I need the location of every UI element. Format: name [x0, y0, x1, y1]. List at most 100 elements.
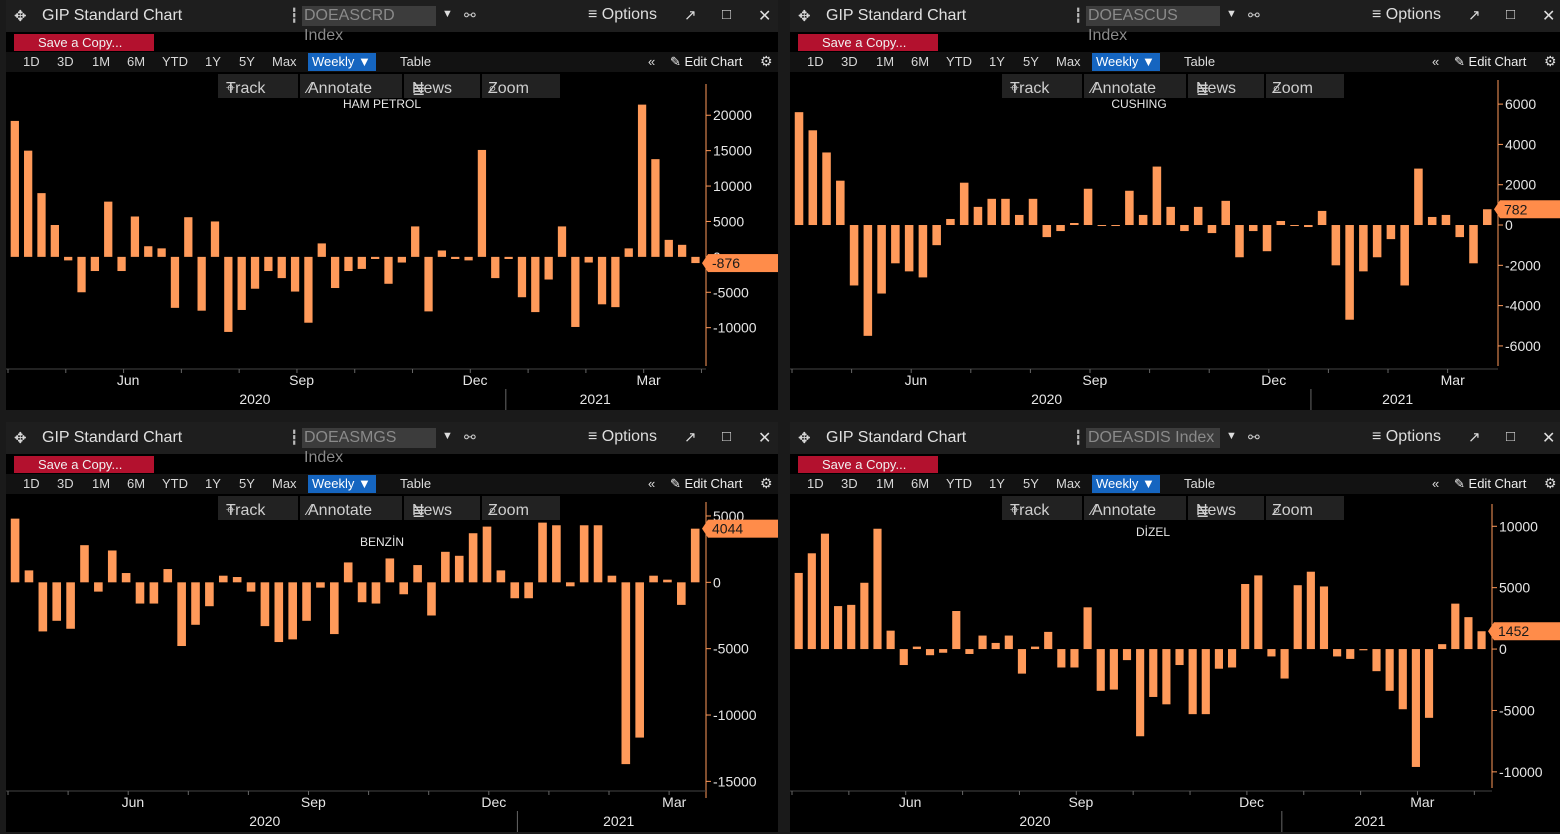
- close-icon[interactable]: ✕: [758, 8, 772, 25]
- dropdown-icon[interactable]: ▼: [1226, 8, 1237, 20]
- save-copy-button[interactable]: Save a Copy...: [14, 34, 154, 51]
- collapse-icon[interactable]: «: [1432, 476, 1440, 491]
- period-3d-button[interactable]: 3D: [57, 476, 74, 491]
- period-ytd-button[interactable]: YTD: [946, 476, 972, 491]
- period-6m-button[interactable]: 6M: [911, 54, 930, 69]
- dropdown-icon[interactable]: ▼: [442, 430, 453, 442]
- grip-icon[interactable]: ┇: [290, 429, 299, 445]
- bar: [1083, 188, 1093, 226]
- maximize-icon[interactable]: □: [1506, 6, 1516, 23]
- collapse-icon[interactable]: «: [648, 54, 656, 69]
- table-button[interactable]: Table: [400, 476, 432, 491]
- period-ytd-button[interactable]: YTD: [162, 54, 188, 69]
- frequency-dropdown[interactable]: Weekly ▼: [1092, 475, 1160, 493]
- ticker-input[interactable]: DOEASCUS Index: [1086, 6, 1220, 44]
- ticker-input[interactable]: DOEASMGS Index: [302, 428, 436, 466]
- maximize-icon[interactable]: □: [722, 6, 732, 23]
- table-button[interactable]: Table: [1184, 476, 1216, 491]
- period-6m-button[interactable]: 6M: [127, 476, 146, 491]
- table-button[interactable]: Table: [1184, 54, 1216, 69]
- period-1m-button[interactable]: 1M: [876, 54, 895, 69]
- collapse-icon[interactable]: «: [648, 476, 656, 491]
- period-max-button[interactable]: Max: [1056, 54, 1081, 69]
- dropdown-icon[interactable]: ▼: [1226, 430, 1237, 442]
- save-copy-button[interactable]: Save a Copy...: [14, 456, 154, 473]
- period-1y-button[interactable]: 1Y: [205, 476, 221, 491]
- popout-icon[interactable]: ↗: [684, 7, 697, 24]
- gear-icon[interactable]: ⚙: [760, 475, 773, 491]
- period-5y-button[interactable]: 5Y: [239, 476, 255, 491]
- popout-icon[interactable]: ↗: [684, 429, 697, 446]
- period-6m-button[interactable]: 6M: [127, 54, 146, 69]
- period-1d-button[interactable]: 1D: [807, 54, 824, 69]
- gear-icon[interactable]: ⚙: [1544, 475, 1557, 491]
- ticker-input[interactable]: DOEASDIS Index: [1086, 428, 1220, 448]
- options-menu[interactable]: ≡ Options: [1372, 428, 1441, 446]
- popout-icon[interactable]: ↗: [1468, 429, 1481, 446]
- period-max-button[interactable]: Max: [272, 54, 297, 69]
- save-copy-button[interactable]: Save a Copy...: [798, 456, 938, 473]
- move-icon[interactable]: ✥: [14, 8, 27, 25]
- options-menu[interactable]: ≡ Options: [1372, 6, 1441, 24]
- period-3d-button[interactable]: 3D: [841, 476, 858, 491]
- window-titlebar[interactable]: ✥ GIP Standard Chart ┇ DOEASDIS Index ▼ …: [790, 422, 1560, 454]
- period-1d-button[interactable]: 1D: [23, 54, 40, 69]
- period-ytd-button[interactable]: YTD: [162, 476, 188, 491]
- period-1m-button[interactable]: 1M: [92, 476, 111, 491]
- grip-icon[interactable]: ┇: [1074, 7, 1083, 23]
- period-5y-button[interactable]: 5Y: [239, 54, 255, 69]
- move-icon[interactable]: ✥: [798, 430, 811, 447]
- period-6m-button[interactable]: 6M: [911, 476, 930, 491]
- save-copy-button[interactable]: Save a Copy...: [798, 34, 938, 51]
- close-icon[interactable]: ✕: [1542, 8, 1556, 25]
- link-icon[interactable]: ⚯: [1248, 7, 1260, 23]
- bar: [1083, 607, 1092, 650]
- options-menu[interactable]: ≡ Options: [588, 6, 657, 24]
- link-icon[interactable]: ⚯: [464, 429, 476, 445]
- close-icon[interactable]: ✕: [1542, 430, 1556, 447]
- period-1m-button[interactable]: 1M: [92, 54, 111, 69]
- period-max-button[interactable]: Max: [1056, 476, 1081, 491]
- frequency-dropdown[interactable]: Weekly ▼: [1092, 53, 1160, 71]
- maximize-icon[interactable]: □: [1506, 428, 1516, 445]
- edit-chart-button[interactable]: ✎ Edit Chart: [1454, 54, 1526, 70]
- edit-chart-button[interactable]: ✎ Edit Chart: [670, 476, 742, 492]
- bar: [157, 248, 166, 257]
- options-menu[interactable]: ≡ Options: [588, 428, 657, 446]
- link-icon[interactable]: ⚯: [1248, 429, 1260, 445]
- link-icon[interactable]: ⚯: [464, 7, 476, 23]
- move-icon[interactable]: ✥: [798, 8, 811, 25]
- period-3d-button[interactable]: 3D: [57, 54, 74, 69]
- grip-icon[interactable]: ┇: [1074, 429, 1083, 445]
- period-5y-button[interactable]: 5Y: [1023, 54, 1039, 69]
- period-1y-button[interactable]: 1Y: [205, 54, 221, 69]
- frequency-dropdown[interactable]: Weekly ▼: [308, 53, 376, 71]
- period-3d-button[interactable]: 3D: [841, 54, 858, 69]
- window-titlebar[interactable]: ✥ GIP Standard Chart ┇ DOEASCRD Index ▼ …: [6, 0, 778, 44]
- grip-icon[interactable]: ┇: [290, 7, 299, 23]
- edit-chart-button[interactable]: ✎ Edit Chart: [670, 54, 742, 70]
- move-icon[interactable]: ✥: [14, 430, 27, 447]
- maximize-icon[interactable]: □: [722, 428, 732, 445]
- popout-icon[interactable]: ↗: [1468, 7, 1481, 24]
- collapse-icon[interactable]: «: [1432, 54, 1440, 69]
- gear-icon[interactable]: ⚙: [1544, 53, 1557, 69]
- period-5y-button[interactable]: 5Y: [1023, 476, 1039, 491]
- ticker-input[interactable]: DOEASCRD Index: [302, 6, 436, 44]
- close-icon[interactable]: ✕: [758, 430, 772, 447]
- period-1y-button[interactable]: 1Y: [989, 54, 1005, 69]
- period-1y-button[interactable]: 1Y: [989, 476, 1005, 491]
- frequency-dropdown[interactable]: Weekly ▼: [308, 475, 376, 493]
- gear-icon[interactable]: ⚙: [760, 53, 773, 69]
- period-ytd-button[interactable]: YTD: [946, 54, 972, 69]
- last-value-pointer: [1494, 200, 1500, 219]
- period-max-button[interactable]: Max: [272, 476, 297, 491]
- period-1m-button[interactable]: 1M: [876, 476, 895, 491]
- window-titlebar[interactable]: ✥ GIP Standard Chart ┇ DOEASCUS Index ▼ …: [790, 0, 1560, 44]
- table-button[interactable]: Table: [400, 54, 432, 69]
- edit-chart-button[interactable]: ✎ Edit Chart: [1454, 476, 1526, 492]
- period-1d-button[interactable]: 1D: [23, 476, 40, 491]
- period-1d-button[interactable]: 1D: [807, 476, 824, 491]
- dropdown-icon[interactable]: ▼: [442, 8, 453, 20]
- window-titlebar[interactable]: ✥ GIP Standard Chart ┇ DOEASMGS Index ▼ …: [6, 422, 778, 466]
